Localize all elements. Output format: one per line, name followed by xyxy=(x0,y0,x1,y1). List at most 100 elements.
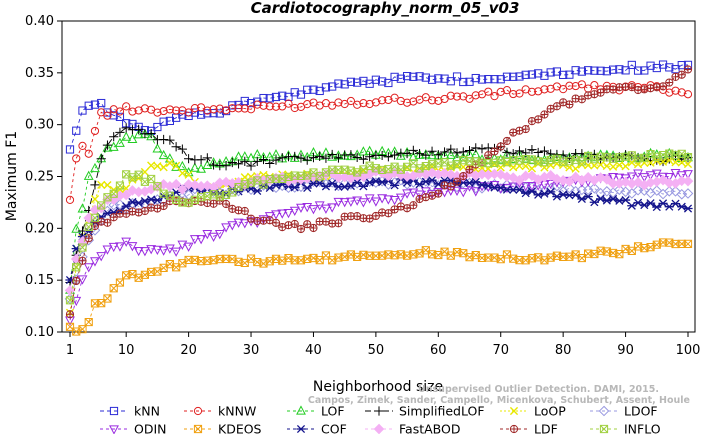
data-point xyxy=(534,115,543,124)
data-point xyxy=(315,151,325,162)
data-point xyxy=(358,198,369,208)
data-point xyxy=(321,217,331,226)
data-point xyxy=(477,75,487,84)
legend-swatch-marker xyxy=(193,424,203,434)
data-point xyxy=(127,197,138,207)
data-point xyxy=(421,73,430,82)
data-point xyxy=(658,60,668,69)
data-point xyxy=(446,77,455,86)
data-point xyxy=(458,147,468,157)
data-point xyxy=(520,153,531,163)
data-point xyxy=(365,99,374,109)
data-point xyxy=(159,201,168,211)
data-point xyxy=(502,72,512,81)
data-point xyxy=(290,219,299,229)
data-point xyxy=(483,143,493,153)
data-point xyxy=(233,218,244,228)
data-point xyxy=(159,163,168,172)
data-point xyxy=(215,109,224,118)
data-point xyxy=(177,184,188,195)
data-point xyxy=(545,170,556,181)
data-point xyxy=(265,102,274,111)
data-point xyxy=(90,213,100,222)
data-point xyxy=(640,66,649,75)
data-point xyxy=(434,189,443,198)
data-point xyxy=(390,181,400,190)
data-point xyxy=(208,181,219,193)
data-point xyxy=(102,245,113,255)
data-point xyxy=(102,142,113,152)
data-point xyxy=(202,230,213,240)
data-point xyxy=(103,294,112,303)
data-point xyxy=(483,181,493,190)
data-point xyxy=(321,83,331,92)
legend-label: KDEOS xyxy=(218,422,262,434)
data-point xyxy=(458,188,469,198)
data-point xyxy=(171,247,182,257)
data-point xyxy=(153,161,162,171)
data-point xyxy=(490,75,499,84)
data-point xyxy=(477,180,487,189)
data-point xyxy=(527,144,537,155)
data-point xyxy=(683,204,693,213)
data-point xyxy=(109,189,118,198)
data-point xyxy=(240,206,249,216)
data-point xyxy=(527,87,537,96)
data-point xyxy=(221,223,231,233)
legend-item-inflo: INFLO xyxy=(590,422,661,434)
data-point xyxy=(303,85,312,94)
data-point xyxy=(377,178,387,187)
legend-swatch-marker xyxy=(109,425,119,434)
data-point xyxy=(95,202,107,214)
data-point xyxy=(190,104,199,113)
data-point xyxy=(626,172,637,182)
data-point xyxy=(115,127,125,137)
legend-item-kdeos: KDEOS xyxy=(184,422,262,434)
data-point xyxy=(78,106,87,115)
data-point xyxy=(146,128,156,139)
data-point xyxy=(571,81,580,91)
data-point xyxy=(433,150,443,160)
data-point xyxy=(645,171,656,181)
series-knnw xyxy=(65,80,693,204)
data-point xyxy=(177,160,188,171)
data-point xyxy=(190,108,199,117)
data-point xyxy=(434,74,443,83)
data-point xyxy=(359,76,368,86)
data-point xyxy=(377,150,387,161)
data-point xyxy=(521,70,530,79)
data-point xyxy=(559,70,568,79)
data-point xyxy=(608,65,618,74)
data-point xyxy=(471,143,481,153)
data-point xyxy=(265,158,275,169)
data-point xyxy=(133,246,144,257)
data-point xyxy=(97,201,106,210)
data-point xyxy=(490,92,499,101)
legend-item-ldf: LDF xyxy=(500,422,558,434)
data-point xyxy=(546,149,556,159)
data-point xyxy=(621,162,630,171)
legend-label: LOF xyxy=(321,404,345,419)
data-point xyxy=(601,186,613,197)
data-point xyxy=(507,172,519,183)
data-point xyxy=(96,154,106,164)
data-point xyxy=(682,188,694,199)
data-point xyxy=(526,170,538,181)
data-point xyxy=(651,185,663,196)
data-point xyxy=(278,91,287,100)
series-inflo xyxy=(65,149,693,305)
data-point xyxy=(72,154,81,163)
data-point xyxy=(345,197,356,207)
legend-label: kNN xyxy=(134,404,160,419)
data-point xyxy=(534,69,543,78)
data-point xyxy=(409,97,418,106)
data-point xyxy=(121,202,131,211)
legend-label: ODIN xyxy=(134,422,167,434)
data-point xyxy=(402,189,413,199)
data-point xyxy=(184,170,193,179)
data-point xyxy=(638,185,650,196)
data-point xyxy=(72,263,81,272)
y-axis-label: Maximum F1 xyxy=(4,131,20,221)
legend-label: LDF xyxy=(534,422,558,434)
data-point xyxy=(465,165,474,174)
